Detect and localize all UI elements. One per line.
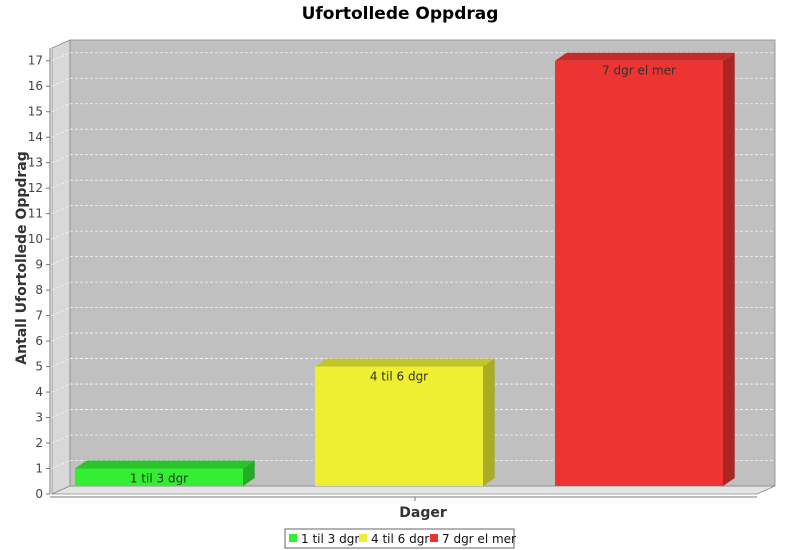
gridline-side [51,434,71,444]
legend-label: 7 dgr el mer [442,532,516,546]
gridline-side [51,409,71,418]
gridline-side [51,256,71,265]
y-tick-label: 13 [28,156,43,170]
y-tick-label: 6 [35,334,43,348]
gridline-side [51,358,71,367]
gridline-side [51,460,71,469]
y-axis-title: Antall Ufortollede Oppdrag [14,151,30,365]
y-tick-label: 5 [35,360,43,374]
legend-label: 1 til 3 dgr [301,532,359,546]
gridline-side [51,230,71,240]
bar-side [243,460,255,486]
gridline-side [51,77,71,87]
y-tick-label: 4 [35,385,43,399]
bar-top [315,358,495,367]
y-tick-label: 3 [35,411,43,425]
chart-title: Ufortollede Oppdrag [302,4,499,24]
y-tick-label: 17 [28,54,43,68]
bars: 1 til 3 dgr 4 til 6 dgr 7 dgr el mer [75,52,735,486]
y-tick-label: 8 [35,283,43,297]
bar-2: 4 til 6 dgr [315,358,495,486]
bar-side [723,52,735,486]
y-tick-label: 0 [35,487,43,501]
y-tick-label: 12 [28,181,43,195]
gridline-side [51,281,71,291]
y-tick-label: 1 [35,462,43,476]
legend-item-2: 4 til 6 dgr [359,532,429,546]
gridline-side [51,103,71,113]
y-tick-label: 14 [28,130,43,144]
gridline-side [51,179,71,189]
bar-1: 1 til 3 dgr [75,460,255,486]
left-wall [51,39,71,495]
y-tick-label: 16 [28,79,43,93]
bar-top [75,460,255,469]
gridline-side [51,128,71,138]
legend-box [284,528,515,549]
legend-item-1: 1 til 3 dgr [289,532,359,546]
gridline-side [51,52,71,62]
bar-front [315,366,483,486]
bar-value-label: 1 til 3 dgr [130,472,188,486]
y-tick-label: 10 [28,232,43,246]
legend-item-3: 7 dgr el mer [430,532,516,546]
x-axis-title: Dager [399,505,447,521]
bar-top [555,52,735,61]
y-tick-label: 7 [35,309,43,323]
gridline-side [51,205,71,215]
y-tick-label: 2 [35,436,43,450]
legend-swatch [430,534,438,542]
legend-swatch [289,534,297,542]
y-tick-label: 15 [28,105,43,119]
bar-value-label: 7 dgr el mer [602,64,676,78]
bar-front [75,468,243,486]
y-tick-label: 11 [28,207,43,221]
bar-3: 7 dgr el mer [555,52,735,486]
gridline-side [51,154,71,164]
gridline-side [51,383,71,393]
bar-value-label: 4 til 6 dgr [370,370,428,384]
gridline-side [51,332,71,342]
legend-swatch [359,534,367,542]
gridline-side [51,307,71,316]
floor [51,485,776,495]
y-tick-label: 9 [35,258,43,272]
legend-label: 4 til 6 dgr [371,532,429,546]
x-axis [50,496,757,501]
bar-front [555,60,723,486]
legend: 1 til 3 dgr 4 til 6 dgr 7 dgr el mer [284,528,516,549]
bar-side [483,358,495,486]
